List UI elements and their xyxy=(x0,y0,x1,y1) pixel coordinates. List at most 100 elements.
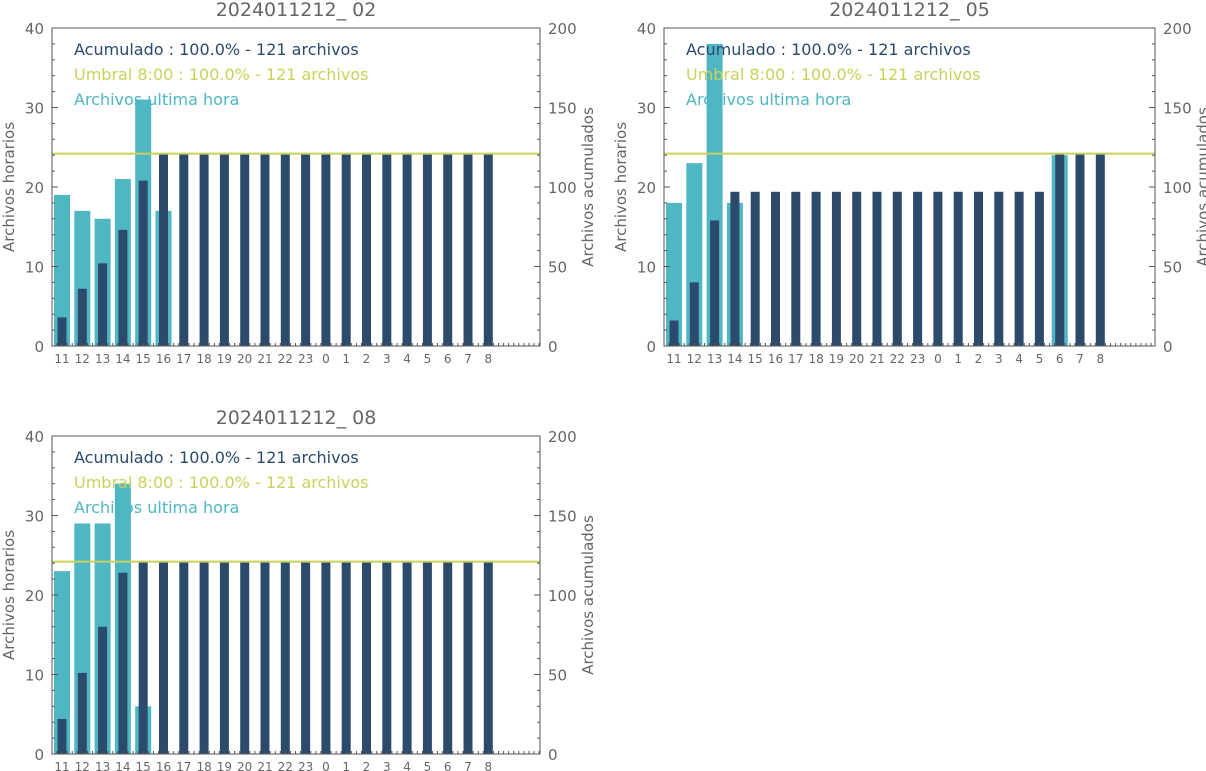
x-tick-label: 15 xyxy=(136,760,151,771)
x-tick-label: 1 xyxy=(342,352,350,366)
cumulative-bar xyxy=(811,191,821,346)
legend-entry: Archivos ultima hora xyxy=(686,90,851,109)
x-tick-label: 16 xyxy=(768,352,783,366)
legend-entry: Acumulado : 100.0% - 121 archivos xyxy=(686,40,971,59)
x-tick-label: 7 xyxy=(1076,352,1084,366)
y-left-tick-label: 30 xyxy=(637,100,656,118)
y-left-tick-label: 20 xyxy=(25,587,44,605)
cumulative-bar xyxy=(974,191,983,346)
y-right-tick-label: 0 xyxy=(548,746,558,764)
x-tick-label: 18 xyxy=(808,352,823,366)
y-left-tick-label: 0 xyxy=(34,746,44,764)
cumulative-bar xyxy=(402,561,412,754)
y-left-tick-label: 0 xyxy=(646,338,656,356)
x-tick-label: 2 xyxy=(363,760,371,771)
x-tick-label: 22 xyxy=(278,352,293,366)
x-tick-label: 13 xyxy=(95,760,110,771)
cumulative-bar xyxy=(483,153,493,346)
x-tick-label: 0 xyxy=(322,760,330,771)
x-tick-label: 12 xyxy=(75,352,90,366)
x-tick-label: 5 xyxy=(1036,352,1044,366)
x-tick-label: 11 xyxy=(54,352,69,366)
x-tick-label: 11 xyxy=(54,760,69,771)
cumulative-bar xyxy=(831,191,841,346)
cumulative-bar xyxy=(994,191,1004,346)
cumulative-bar xyxy=(77,672,87,754)
y-right-tick-label: 0 xyxy=(1163,338,1173,356)
x-tick-label: 0 xyxy=(934,352,942,366)
cumulative-bar xyxy=(341,561,351,754)
x-tick-label: 17 xyxy=(176,760,191,771)
y-right-axis-label: Archivos acumulados xyxy=(1194,107,1206,267)
cumulative-bar xyxy=(57,719,67,754)
y-left-tick-label: 10 xyxy=(637,259,656,277)
y-left-tick-label: 40 xyxy=(637,20,656,38)
x-tick-label: 17 xyxy=(788,352,803,366)
cumulative-bar xyxy=(1055,153,1065,346)
x-tick-label: 14 xyxy=(115,352,130,366)
x-tick-label: 6 xyxy=(444,760,452,771)
legend-entry: Archivos ultima hora xyxy=(74,90,239,109)
cumulative-bar xyxy=(1095,153,1105,346)
y-left-tick-label: 0 xyxy=(34,338,44,356)
x-tick-label: 4 xyxy=(403,352,411,366)
x-tick-label: 15 xyxy=(136,352,151,366)
cumulative-bar xyxy=(57,317,67,346)
cumulative-bar xyxy=(892,191,902,346)
cumulative-bar xyxy=(953,191,963,346)
x-tick-label: 14 xyxy=(727,352,742,366)
y-right-tick-label: 50 xyxy=(548,259,567,277)
legend-entry: Umbral 8:00 : 100.0% - 121 archivos xyxy=(686,65,980,84)
x-tick-label: 3 xyxy=(383,352,391,366)
y-right-tick-label: 50 xyxy=(1163,259,1182,277)
x-tick-label: 11 xyxy=(666,352,681,366)
x-tick-label: 3 xyxy=(383,760,391,771)
cumulative-bar xyxy=(301,153,311,346)
cumulative-bar xyxy=(382,561,392,754)
y-right-tick-label: 150 xyxy=(548,100,577,118)
x-tick-label: 17 xyxy=(176,352,191,366)
y-left-tick-label: 30 xyxy=(25,100,44,118)
cumulative-bar xyxy=(463,561,473,754)
x-tick-label: 22 xyxy=(278,760,293,771)
y-right-tick-label: 200 xyxy=(548,20,577,38)
x-tick-label: 23 xyxy=(298,352,313,366)
y-left-tick-label: 20 xyxy=(25,179,44,197)
x-tick-label: 7 xyxy=(464,760,472,771)
cumulative-bar xyxy=(422,153,432,346)
cumulative-bar xyxy=(402,153,412,346)
cumulative-bar xyxy=(1034,191,1044,346)
legend-entry: Acumulado : 100.0% - 121 archivos xyxy=(74,40,359,59)
cumulative-bar xyxy=(219,153,229,346)
legend-entry: Umbral 8:00 : 100.0% - 121 archivos xyxy=(74,65,368,84)
x-tick-label: 3 xyxy=(995,352,1003,366)
x-tick-label: 7 xyxy=(464,352,472,366)
y-right-tick-label: 200 xyxy=(1163,20,1192,38)
cumulative-bar xyxy=(872,191,882,346)
cumulative-bar xyxy=(1075,153,1085,346)
x-tick-label: 18 xyxy=(196,760,211,771)
cumulative-bar xyxy=(159,561,168,754)
x-tick-label: 19 xyxy=(217,760,232,771)
cumulative-bar xyxy=(852,191,862,346)
y-left-axis-label: Archivos horarios xyxy=(0,530,18,660)
chart-title: 2024011212_ 08 xyxy=(216,407,377,429)
y-right-tick-label: 100 xyxy=(548,587,577,605)
x-tick-label: 0 xyxy=(322,352,330,366)
x-tick-label: 16 xyxy=(156,760,171,771)
x-tick-label: 2 xyxy=(363,352,371,366)
x-tick-label: 21 xyxy=(257,352,272,366)
cumulative-bar xyxy=(138,180,148,346)
cumulative-bar xyxy=(179,561,189,754)
cumulative-bar xyxy=(118,229,128,346)
chart-title: 2024011212_ 05 xyxy=(829,0,990,21)
y-left-axis-label: Archivos horarios xyxy=(0,122,18,252)
cumulative-bar xyxy=(443,561,453,754)
x-tick-label: 6 xyxy=(444,352,452,366)
y-left-axis-label: Archivos horarios xyxy=(612,122,630,252)
x-tick-label: 16 xyxy=(156,352,171,366)
